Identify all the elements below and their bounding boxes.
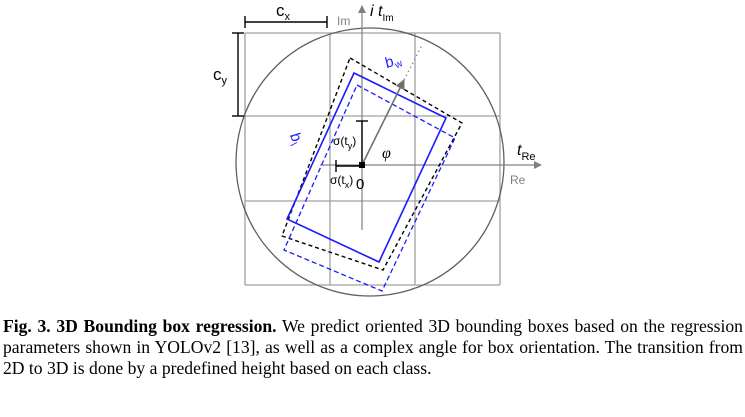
im-axis-label: Im	[337, 14, 350, 28]
origin-label: 0	[356, 176, 364, 193]
caption-label: Fig. 3.	[3, 316, 51, 336]
sigma-tx-marker	[335, 160, 362, 172]
center-point	[359, 162, 365, 168]
sigma-tx-label: σ(tx)	[330, 173, 353, 190]
cy-label: cy	[213, 65, 228, 87]
anchor-box-dashed-blue	[283, 84, 456, 292]
im-t-label: i tIm	[370, 3, 394, 24]
phi-label: φ	[382, 145, 391, 162]
orientation-extension	[403, 44, 423, 81]
bounding-box-regression-diagram: cx cy Im i tIm tRe Re bw bl φ σ(ty) σ(tx…	[213, 1, 542, 297]
bl-label: bl	[283, 129, 306, 148]
unit-circle	[235, 27, 505, 297]
caption-title: 3D Bounding box regression.	[56, 316, 277, 336]
bw-label: bw	[382, 50, 405, 75]
re-t-label: tRe	[517, 142, 536, 163]
orientation-arrow	[361, 79, 405, 166]
sigma-ty-marker	[356, 120, 368, 163]
cx-dimension	[244, 16, 328, 28]
anchor-box-dashed-black	[281, 56, 463, 271]
figure-caption: Fig. 3. 3D Bounding box regression. We p…	[3, 316, 743, 379]
cx-label: cx	[276, 1, 291, 23]
cell-grid	[244, 32, 501, 286]
caption-text: We predict oriented 3D bounding boxes ba…	[3, 316, 743, 378]
re-axis-label: Re	[510, 173, 526, 187]
cy-dimension	[232, 32, 244, 117]
sigma-ty-label: σ(ty)	[333, 134, 356, 151]
predicted-box	[285, 71, 448, 264]
